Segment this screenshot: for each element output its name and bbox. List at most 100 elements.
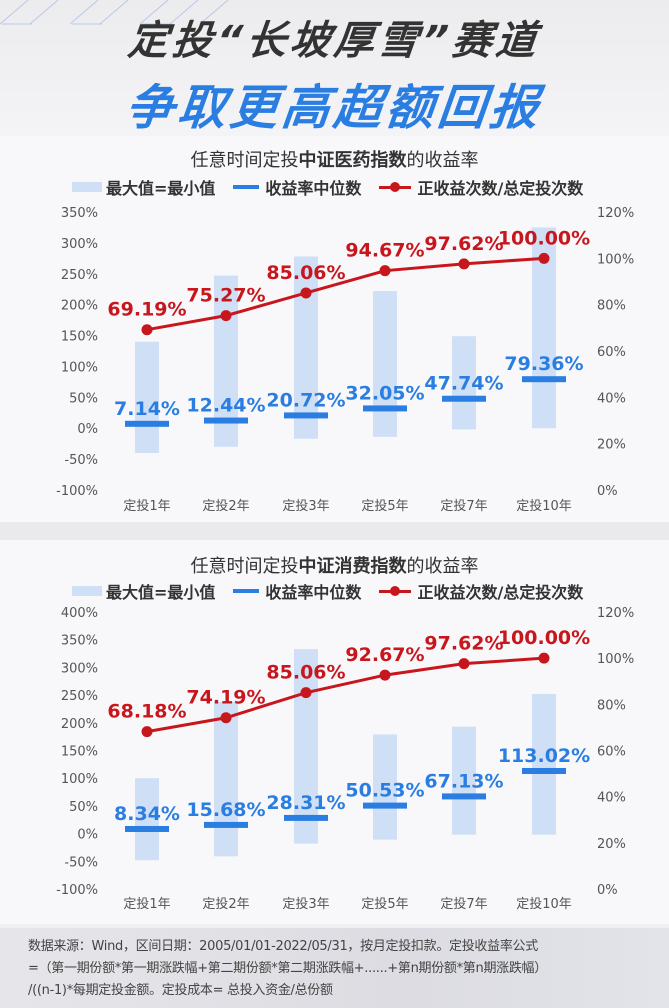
- ratio-point: [458, 658, 470, 670]
- right-axis-tick: 20%: [597, 438, 626, 453]
- right-axis-tick: 80%: [597, 299, 626, 314]
- ratio-point: [379, 265, 391, 277]
- median-marker: [522, 376, 566, 383]
- median-label: 47.74%: [424, 373, 503, 395]
- left-axis-tick: 100%: [61, 772, 98, 787]
- legend-item-ratio: 正收益次数/总定投次数: [379, 579, 583, 603]
- range-bar-swatch-icon: [72, 182, 102, 192]
- left-axis-tick: 400%: [61, 606, 98, 621]
- ratio-label: 68.18%: [107, 701, 186, 723]
- ratio-label: 97.62%: [424, 233, 503, 255]
- left-axis-tick: 0%: [77, 828, 98, 843]
- median-marker: [363, 802, 407, 809]
- ratio-label: 97.62%: [424, 633, 503, 655]
- chart-title-prefix: 任意时间定投: [190, 150, 299, 171]
- right-axis-tick: 120%: [597, 206, 634, 221]
- chart-title-suffix: 的收益率: [406, 556, 479, 577]
- left-axis-tick: -100%: [56, 883, 98, 898]
- chart-panel-healthcare: 任意时间定投中证医药指数的收益率 最大值=最小值 收益率中位数 正收益次数/总定…: [0, 136, 669, 522]
- median-label: 15.68%: [186, 799, 265, 821]
- right-axis-tick: 60%: [597, 745, 626, 760]
- median-label: 67.13%: [424, 770, 503, 792]
- ratio-point: [458, 258, 470, 270]
- legend-item-range: 最大值=最小值: [72, 175, 215, 199]
- ratio-line: [146, 256, 545, 332]
- median-label: 8.34%: [114, 803, 180, 825]
- legend-item-range: 最大值=最小值: [72, 579, 215, 603]
- right-axis-tick: 20%: [597, 837, 626, 852]
- left-axis-tick: 150%: [61, 330, 98, 345]
- page-title: 定投“长坡厚雪”赛道: [125, 18, 543, 64]
- ratio-label: 100.00%: [498, 227, 590, 249]
- ratio-label: 75.27%: [186, 285, 265, 307]
- chart-title: 任意时间定投中证医药指数的收益率: [0, 146, 669, 172]
- right-axis-tick: 80%: [597, 698, 626, 713]
- chart-legend: 最大值=最小值 收益率中位数 正收益次数/总定投次数: [72, 176, 669, 198]
- x-axis-category: 定投2年: [202, 498, 249, 514]
- ratio-line: [146, 656, 545, 734]
- chart-title: 任意时间定投中证消费指数的收益率: [0, 552, 669, 578]
- ratio-line-swatch-icon: [379, 181, 412, 192]
- left-axis-tick: 200%: [61, 299, 98, 314]
- left-axis-tick: -100%: [56, 484, 98, 499]
- range-bar: [294, 256, 318, 439]
- right-axis-tick: 120%: [597, 606, 634, 621]
- x-axis-category: 定投5年: [361, 498, 408, 514]
- range-bar: [532, 693, 556, 835]
- left-axis-tick: 250%: [61, 268, 98, 283]
- legend-item-ratio: 正收益次数/总定投次数: [379, 175, 583, 199]
- ratio-label: 74.19%: [186, 687, 265, 709]
- chart-panel-consumer: 任意时间定投中证消费指数的收益率 最大值=最小值 收益率中位数 正收益次数/总定…: [0, 540, 669, 924]
- right-axis-tick: 40%: [597, 791, 626, 806]
- left-axis-tick: 150%: [61, 745, 98, 760]
- ratio-point: [538, 252, 550, 264]
- chart-legend: 最大值=最小值 收益率中位数 正收益次数/总定投次数: [72, 580, 669, 602]
- range-bar: [135, 778, 159, 861]
- left-axis-tick: 50%: [69, 800, 98, 815]
- ratio-point: [141, 324, 153, 336]
- decorative-lines-icon: [0, 0, 229, 25]
- chart-plot-area: 350% 300% 250% 200% 150% 100% 50% 0% -50% -100% 12…: [56, 206, 634, 514]
- x-axis-category: 定投10年: [516, 896, 572, 912]
- range-bar: [135, 341, 159, 453]
- median-label: 7.14%: [114, 398, 180, 420]
- ratio-point: [220, 712, 232, 724]
- median-marker: [125, 420, 169, 427]
- median-label: 12.44%: [186, 395, 265, 417]
- left-axis-tick: 0%: [77, 422, 98, 437]
- x-axis-category: 定投3年: [282, 896, 329, 912]
- left-axis-tick: 100%: [61, 360, 98, 375]
- left-axis-tick: 300%: [61, 661, 98, 676]
- left-axis-tick: -50%: [64, 453, 98, 468]
- ratio-point: [300, 287, 312, 299]
- left-axis-tick: 300%: [61, 237, 98, 252]
- right-axis-tick: 100%: [597, 652, 634, 667]
- x-axis-category: 定投5年: [361, 896, 408, 912]
- median-label: 113.02%: [498, 745, 590, 767]
- median-label: 20.72%: [266, 389, 345, 411]
- x-axis-category: 定投10年: [516, 498, 572, 514]
- ratio-label: 100.00%: [498, 627, 590, 649]
- median-line-swatch-icon: [233, 589, 260, 593]
- x-axis-category: 定投2年: [202, 896, 249, 912]
- right-axis-tick: 40%: [597, 391, 626, 406]
- range-bar: [373, 734, 397, 840]
- median-marker: [284, 814, 328, 821]
- ratio-label: 92.67%: [345, 644, 424, 666]
- footnote: 数据来源：Wind，区间日期：2005/01/01-2022/05/31，按月定…: [0, 928, 669, 1008]
- left-axis-tick: 200%: [61, 717, 98, 732]
- chart-title-index: 中证消费指数: [298, 556, 407, 577]
- ratio-label: 69.19%: [107, 299, 186, 321]
- median-marker: [204, 821, 248, 828]
- footnote-line-2: =（第一期份额*第一期涨跌幅+第二期份额*第二期涨跌幅+......+第n期份额…: [28, 961, 547, 976]
- header-banner: 定投“长坡厚雪”赛道 争取更高超额回报: [0, 0, 669, 136]
- median-marker: [363, 405, 407, 412]
- right-axis-tick: 0%: [597, 883, 618, 898]
- median-line-swatch-icon: [233, 185, 260, 189]
- median-marker: [284, 412, 328, 419]
- right-axis-tick: 60%: [597, 345, 626, 360]
- section-divider: [0, 522, 669, 540]
- median-marker: [442, 395, 486, 402]
- range-bar-swatch-icon: [72, 586, 102, 596]
- range-bar: [294, 649, 318, 844]
